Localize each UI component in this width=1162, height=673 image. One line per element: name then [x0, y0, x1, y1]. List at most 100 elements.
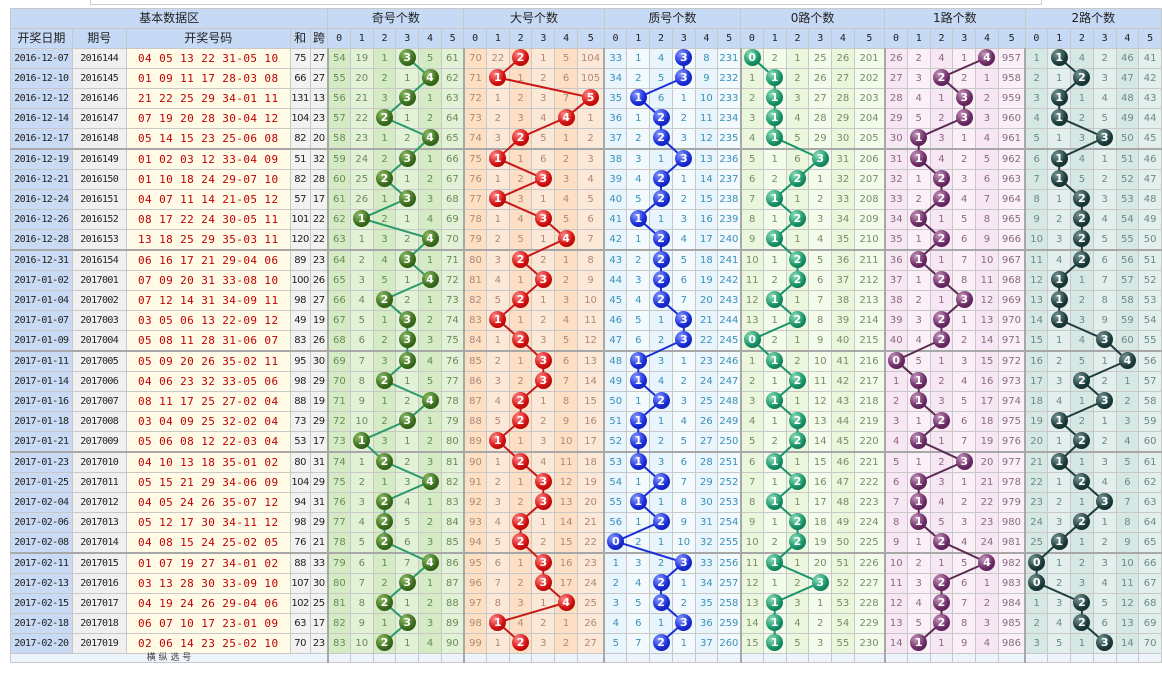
hit-cell-r2: 2	[1070, 209, 1094, 230]
col-header-date[interactable]: 开奖日期	[10, 28, 73, 49]
omission-cell-prime: 41	[603, 209, 628, 230]
omission-cell-r0: 6	[739, 451, 764, 473]
ball-marker-icon: 4	[421, 69, 439, 86]
omission-cell-r1: 30	[883, 128, 908, 150]
count-header-r2-3: 3	[1092, 28, 1117, 49]
omission-cell-odd: 6	[349, 330, 374, 352]
col-header-sum[interactable]: 和	[289, 28, 311, 49]
ball-marker-icon: 2	[932, 331, 950, 348]
omission-cell-odd: 2	[372, 68, 397, 89]
omission-cell-r0: 28	[831, 88, 855, 109]
footer-cell	[1092, 653, 1117, 663]
table-row: 2017-01-04 2017002 07 12 14 31 34-09 11 98 2…	[10, 290, 1162, 311]
omission-cell-prime: 56	[603, 512, 628, 533]
footer-cell	[883, 653, 908, 663]
omission-cell-r2: 1	[1070, 633, 1094, 654]
omission-cell-big: 1	[531, 391, 556, 412]
col-header-span[interactable]: 跨	[309, 28, 329, 49]
draw-numbers: 01 02 03 12 33-04 09	[125, 148, 291, 170]
omission-cell-big: 10	[554, 431, 578, 453]
hit-cell-big: 3	[531, 371, 556, 392]
hit-cell-prime: 1	[626, 88, 651, 109]
omission-cell-r0: 6	[785, 148, 810, 170]
count-header-r2-1: 1	[1047, 28, 1072, 49]
sum-value: 101	[289, 209, 311, 230]
omission-cell-r2: 7	[1115, 492, 1140, 513]
ball-marker-icon: 1	[910, 251, 928, 268]
omission-cell-odd: 85	[440, 532, 465, 554]
hit-cell-big: 2	[508, 330, 533, 352]
footer-cell	[906, 653, 931, 663]
omission-cell-r1: 26	[883, 48, 908, 69]
draw-date: 2017-01-25	[10, 472, 73, 493]
omission-cell-odd: 3	[372, 229, 397, 251]
omission-cell-big: 9	[576, 270, 605, 291]
omission-cell-odd: 73	[440, 290, 465, 311]
omission-cell-big: 1	[531, 229, 556, 251]
omission-cell-big: 15	[576, 391, 605, 412]
ball-marker-icon: 2	[788, 210, 806, 227]
omission-cell-r2: 11	[1115, 573, 1140, 594]
omission-cell-r1: 970	[997, 310, 1026, 331]
omission-cell-prime: 44	[603, 270, 628, 291]
count-header-big-1: 1	[485, 28, 510, 49]
omission-cell-odd: 80	[326, 573, 351, 594]
col-header-issue[interactable]: 期号	[71, 28, 127, 49]
omission-cell-r1: 23	[975, 512, 999, 533]
omission-cell-r1: 1	[906, 532, 931, 554]
hit-cell-r0: 2	[785, 209, 810, 230]
omission-cell-odd: 6	[349, 552, 374, 574]
col-header-numbers[interactable]: 开奖号码	[125, 28, 291, 49]
span-value: 32	[309, 148, 329, 170]
ball-marker-icon: 2	[652, 634, 670, 651]
omission-cell-prime: 1	[649, 310, 673, 331]
omission-cell-big: 12	[554, 472, 578, 493]
omission-cell-big: 1	[508, 350, 533, 372]
ball-marker-icon: 2	[512, 291, 530, 308]
omission-cell-r1: 4	[952, 189, 977, 210]
draw-date: 2017-02-15	[10, 593, 73, 614]
ball-marker-icon: 2	[376, 493, 393, 510]
hit-cell-big: 3	[531, 209, 556, 230]
omission-cell-prime: 2	[626, 532, 651, 554]
omission-cell-big: 2	[508, 371, 533, 392]
count-header-odd-4: 4	[418, 28, 442, 49]
ball-marker-icon: 1	[629, 372, 647, 389]
omission-cell-odd: 74	[326, 451, 351, 473]
omission-cell-r0: 221	[853, 451, 886, 473]
omission-cell-prime: 8	[694, 48, 719, 69]
omission-cell-r0: 207	[853, 169, 886, 190]
omission-cell-r1: 2	[929, 371, 954, 392]
omission-cell-r2: 70	[1138, 633, 1162, 654]
ball-marker-icon: 3	[955, 291, 973, 308]
hit-cell-r0: 2	[785, 270, 810, 291]
ball-marker-icon: 1	[1050, 170, 1068, 187]
ball-marker-icon: 2	[652, 392, 670, 409]
omission-cell-r0: 53	[831, 593, 855, 614]
ball-marker-icon: 2	[512, 634, 530, 651]
omission-cell-odd: 4	[418, 633, 442, 654]
omission-cell-prime: 5	[649, 68, 673, 89]
omission-cell-prime: 4	[649, 48, 673, 69]
omission-cell-big: 18	[576, 451, 605, 473]
ball-marker-icon: 3	[534, 554, 552, 571]
omission-cell-r1: 976	[997, 431, 1026, 453]
ball-marker-icon: 3	[675, 614, 693, 631]
omission-cell-r2: 2	[1070, 411, 1094, 432]
omission-cell-odd: 3	[372, 88, 397, 109]
omission-cell-r2: 63	[1138, 492, 1162, 513]
ball-marker-icon: 2	[788, 412, 806, 429]
omission-cell-big: 1	[508, 270, 533, 291]
omission-cell-big: 1	[554, 249, 578, 271]
span-value: 29	[309, 371, 329, 392]
omission-cell-r1: 961	[997, 128, 1026, 150]
omission-cell-big: 104	[576, 48, 605, 69]
ball-marker-icon: 2	[932, 574, 950, 591]
hit-cell-odd: 4	[418, 68, 442, 89]
ball-marker-icon: 3	[955, 89, 973, 106]
footer-cell	[739, 653, 764, 663]
omission-cell-prime: 10	[671, 532, 696, 554]
group-header-r1: 1路个数	[884, 8, 1026, 29]
ball-marker-icon: 3	[398, 49, 416, 66]
span-value: 17	[309, 189, 329, 210]
